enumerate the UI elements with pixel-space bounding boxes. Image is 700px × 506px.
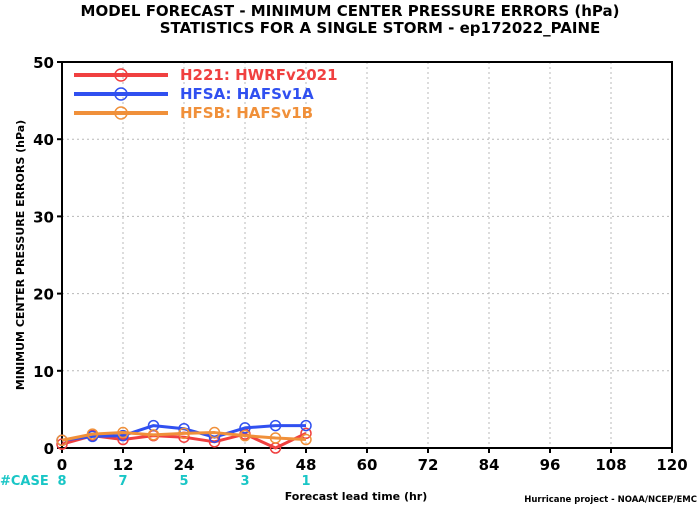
data-point [300,433,312,446]
x-tick-label: 36 [235,456,256,474]
y-tick-label: 0 [44,440,54,458]
y-tick-label: 30 [33,208,54,226]
legend-label: HFSB: HAFSv1B [180,104,313,122]
legend-item-0: H221: HWRFv2021 [74,66,338,84]
legend-swatch-marker [114,106,128,120]
y-tick-label: 40 [33,131,54,149]
data-point [269,432,282,444]
data-point [86,428,99,440]
x-axis-ticks: 0 12 24 36 48 60 72 84 96 108 120 [57,448,688,474]
case-count: 3 [240,474,249,489]
series-2 [56,426,312,447]
x-tick-label: 120 [656,456,687,474]
data-point [178,427,190,440]
x-tick-label: 60 [357,456,378,474]
data-point [300,419,312,432]
data-point [269,419,282,432]
case-label: #CASE [0,474,49,489]
x-tick-label: 108 [595,456,626,474]
chart-subtitle: STATISTICS FOR A SINGLE STORM - ep172022… [160,19,601,37]
x-tick-label: 84 [479,456,500,474]
data-point [56,434,68,447]
x-tick-label: 24 [174,456,195,474]
x-tick-label: 12 [113,456,134,474]
legend-label: H221: HWRFv2021 [180,66,338,84]
case-count: 5 [179,474,188,489]
series-line [61,431,307,442]
data-point [239,422,251,434]
data-point [208,426,221,439]
y-tick-label: 10 [33,363,54,381]
x-tick-label: 0 [57,456,67,474]
x-tick-label: 96 [540,456,561,474]
plot-frame [61,61,673,449]
legend-label: HFSA: HAFSv1A [180,85,314,103]
y-tick-label: 20 [33,286,54,304]
data-point [239,429,251,442]
y-axis-title: MINIMUM CENTER PRESSURE ERRORS (hPa) [14,120,27,390]
chart-title: MODEL FORECAST - MINIMUM CENTER PRESSURE… [81,2,620,20]
y-axis-ticks: 0 10 20 30 40 50 [33,54,62,458]
data-point [147,429,160,441]
data-point [117,426,129,439]
legend-item-1: HFSA: HAFSv1A [74,85,314,103]
series-layer [56,419,312,454]
x-tick-label: 48 [296,456,317,474]
legend-swatch-marker [114,87,128,101]
case-count: 7 [118,474,127,489]
y-tick-label: 50 [33,54,54,72]
x-tick-label: 72 [418,456,439,474]
credit-text: Hurricane project - NOAA/NCEP/EMC [524,495,697,505]
legend-item-2: HFSB: HAFSv1B [74,104,313,122]
case-count: 1 [301,474,310,489]
x-axis-title: Forecast lead time (hr) [285,490,428,503]
grid [62,62,672,448]
data-point [117,429,129,442]
case-count: 8 [57,474,66,489]
case-counts: 8 7 5 3 1 [57,474,310,489]
legend-swatch-marker [114,68,128,82]
